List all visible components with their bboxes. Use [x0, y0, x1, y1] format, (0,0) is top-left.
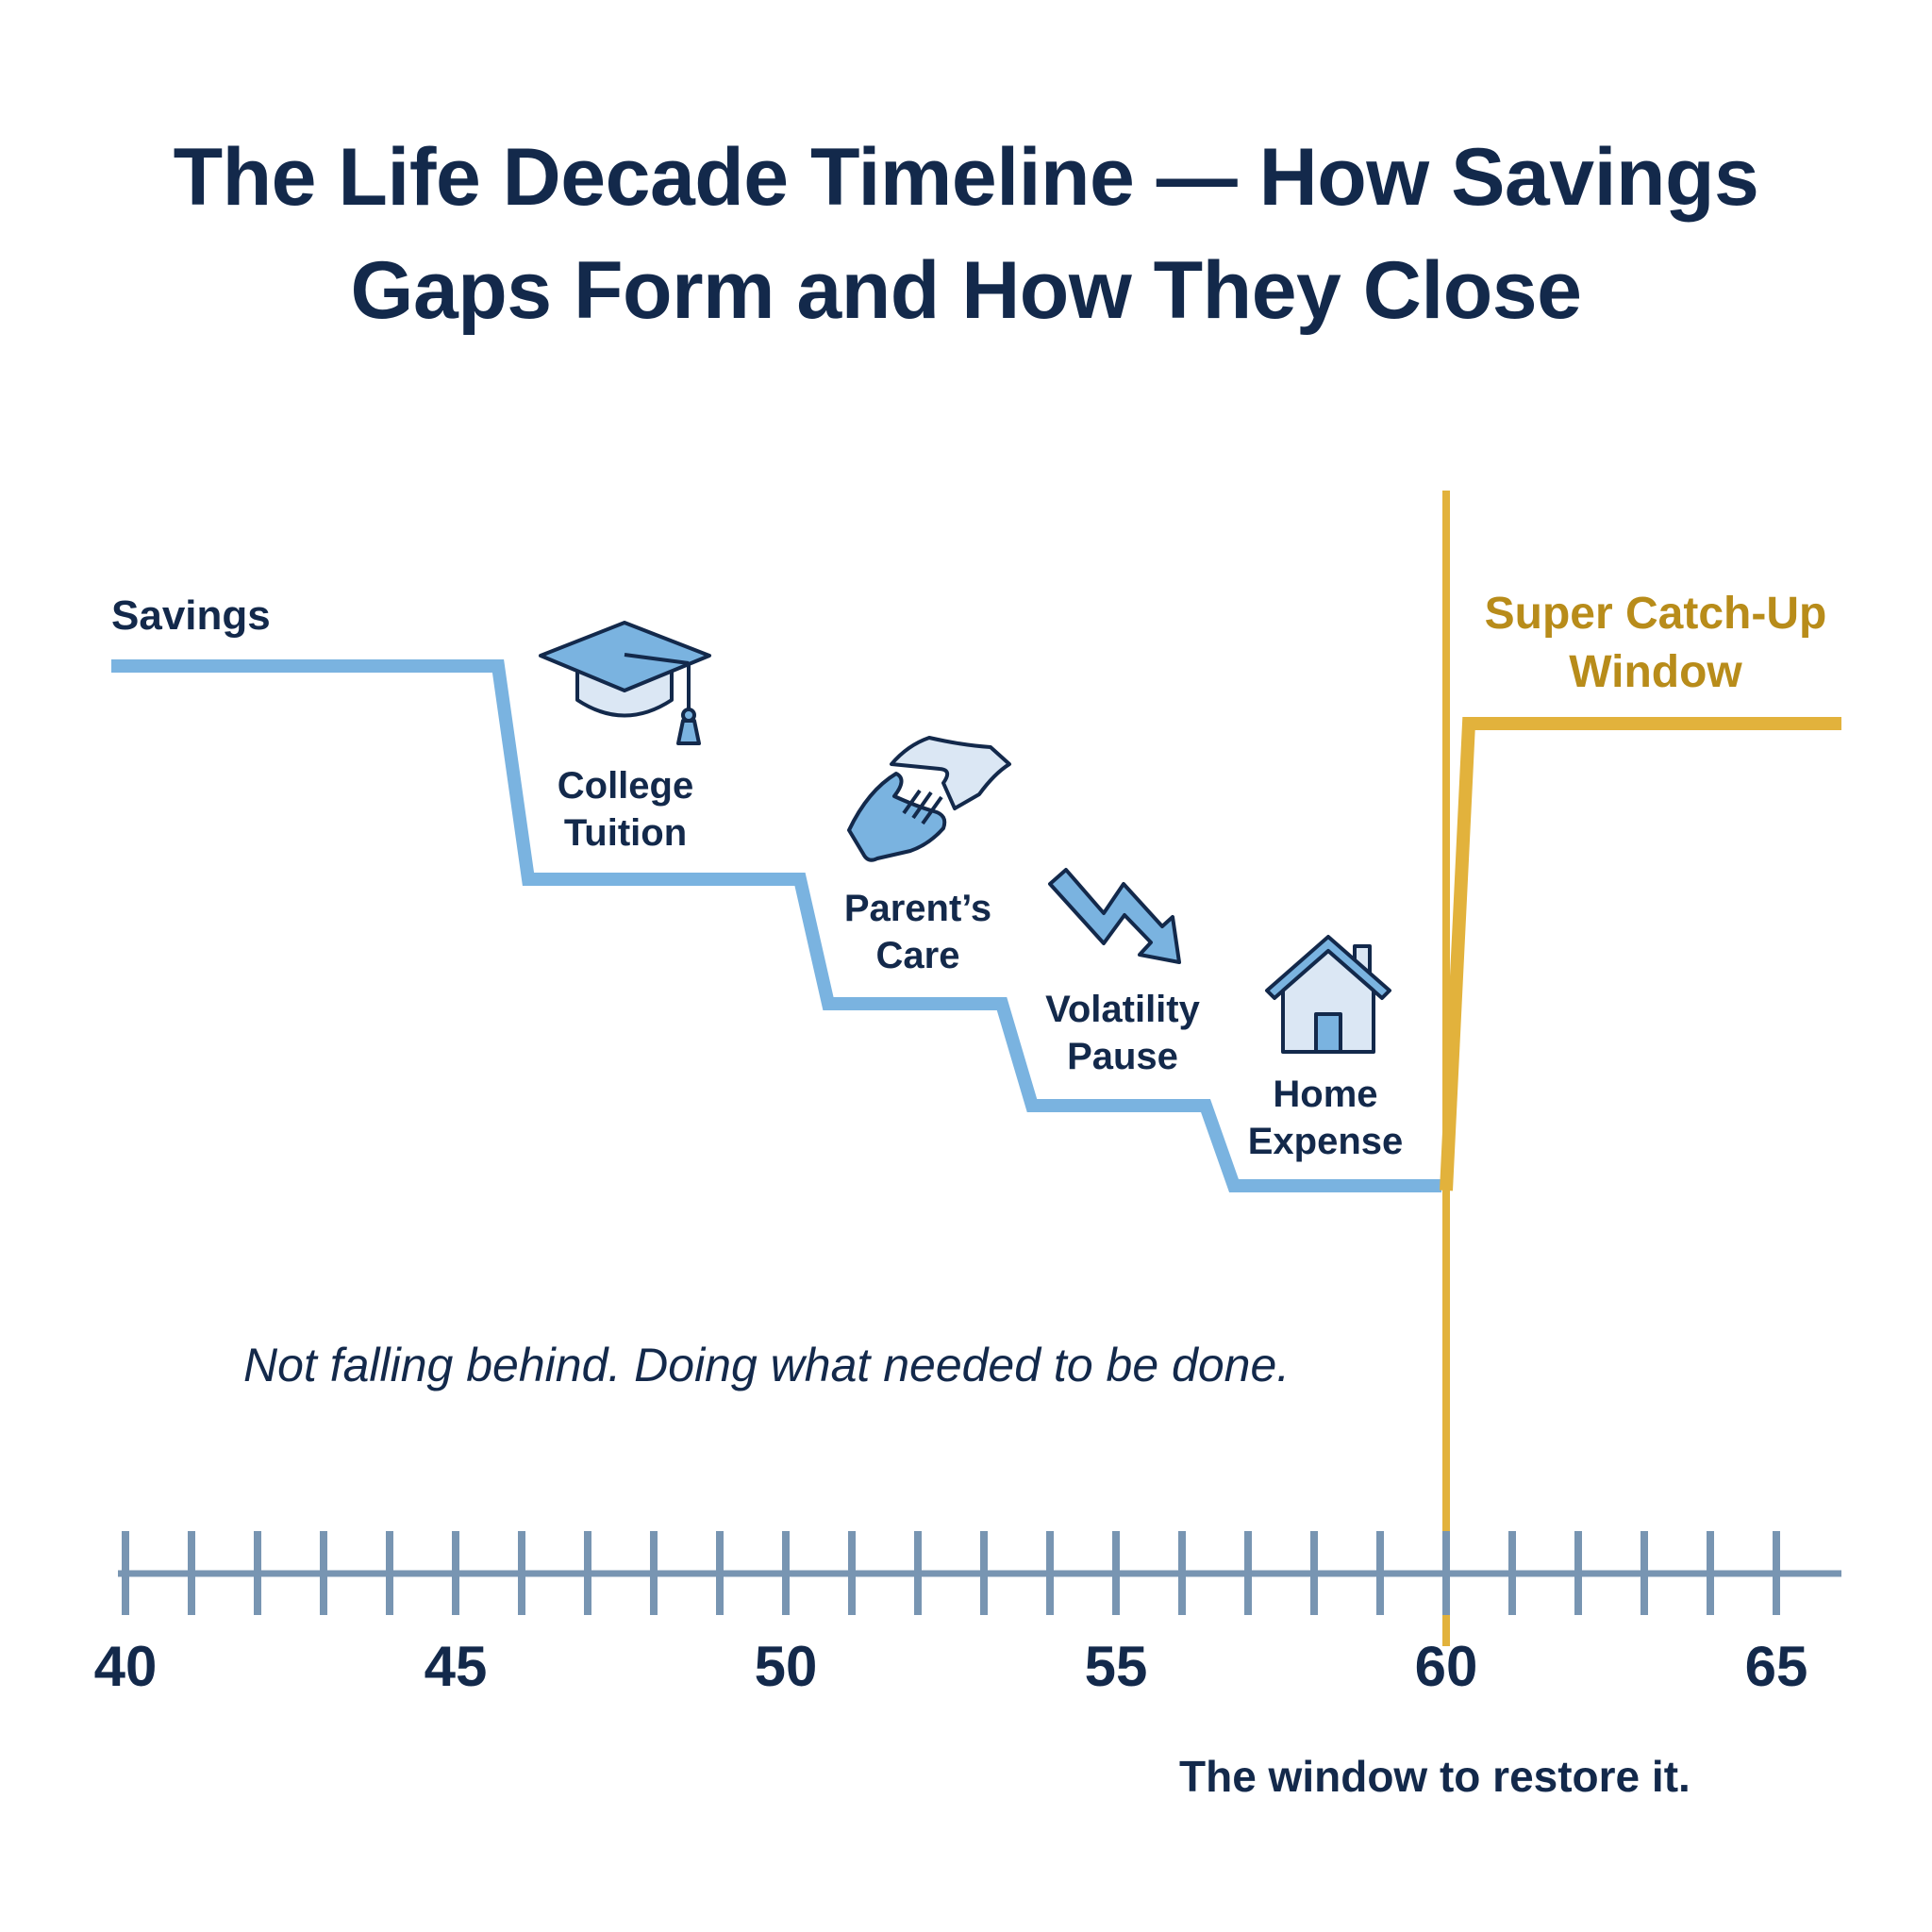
college-label-line-2: Tuition — [563, 812, 688, 854]
parents-care-label: Parent’s Care — [821, 885, 1015, 979]
catch-up-window-label: Super Catch-Up Window — [1434, 585, 1877, 702]
window-label-line-1: Super Catch-Up — [1484, 589, 1827, 639]
title-line-1: The Life Decade Timeline — How Savings — [173, 132, 1759, 223]
volatility-label-line-2: Pause — [1067, 1036, 1178, 1077]
falling-arrow-icon — [1048, 868, 1181, 964]
tick-label-40: 40 — [93, 1635, 158, 1698]
college-label-line-1: College — [557, 765, 694, 807]
tick-marks — [122, 1531, 1780, 1615]
tick-label-45: 45 — [424, 1635, 488, 1698]
home-label-line-2: Expense — [1247, 1121, 1404, 1162]
college-tuition-label: College Tuition — [528, 762, 723, 857]
catch-up-line — [1440, 717, 1841, 1191]
tick-label-60: 60 — [1414, 1635, 1478, 1698]
page-title: The Life Decade Timeline — How Savings G… — [0, 121, 1932, 347]
parent-label-line-1: Parent’s — [843, 888, 992, 929]
volatility-pause-label: Volatility Pause — [1024, 986, 1222, 1080]
title-line-2: Gaps Form and How They Close — [350, 245, 1582, 336]
savings-label: Savings — [111, 592, 271, 639]
tick-label-55: 55 — [1084, 1635, 1148, 1698]
parent-label-line-2: Care — [875, 935, 960, 976]
graduation-cap-icon — [539, 621, 711, 745]
home-label-line-1: Home — [1273, 1074, 1378, 1115]
tick-label-50: 50 — [754, 1635, 818, 1698]
savings-line — [111, 659, 1441, 1192]
house-icon — [1265, 935, 1391, 1054]
helping-hands-icon — [847, 736, 1011, 862]
volatility-label-line-1: Volatility — [1045, 989, 1200, 1030]
axis-caption: The window to restore it. — [1179, 1752, 1690, 1801]
home-expense-label: Home Expense — [1226, 1071, 1424, 1165]
window-label-line-2: Window — [1569, 647, 1742, 697]
reassurance-note: Not falling behind. Doing what needed to… — [243, 1339, 1291, 1391]
tick-label-65: 65 — [1744, 1635, 1808, 1698]
